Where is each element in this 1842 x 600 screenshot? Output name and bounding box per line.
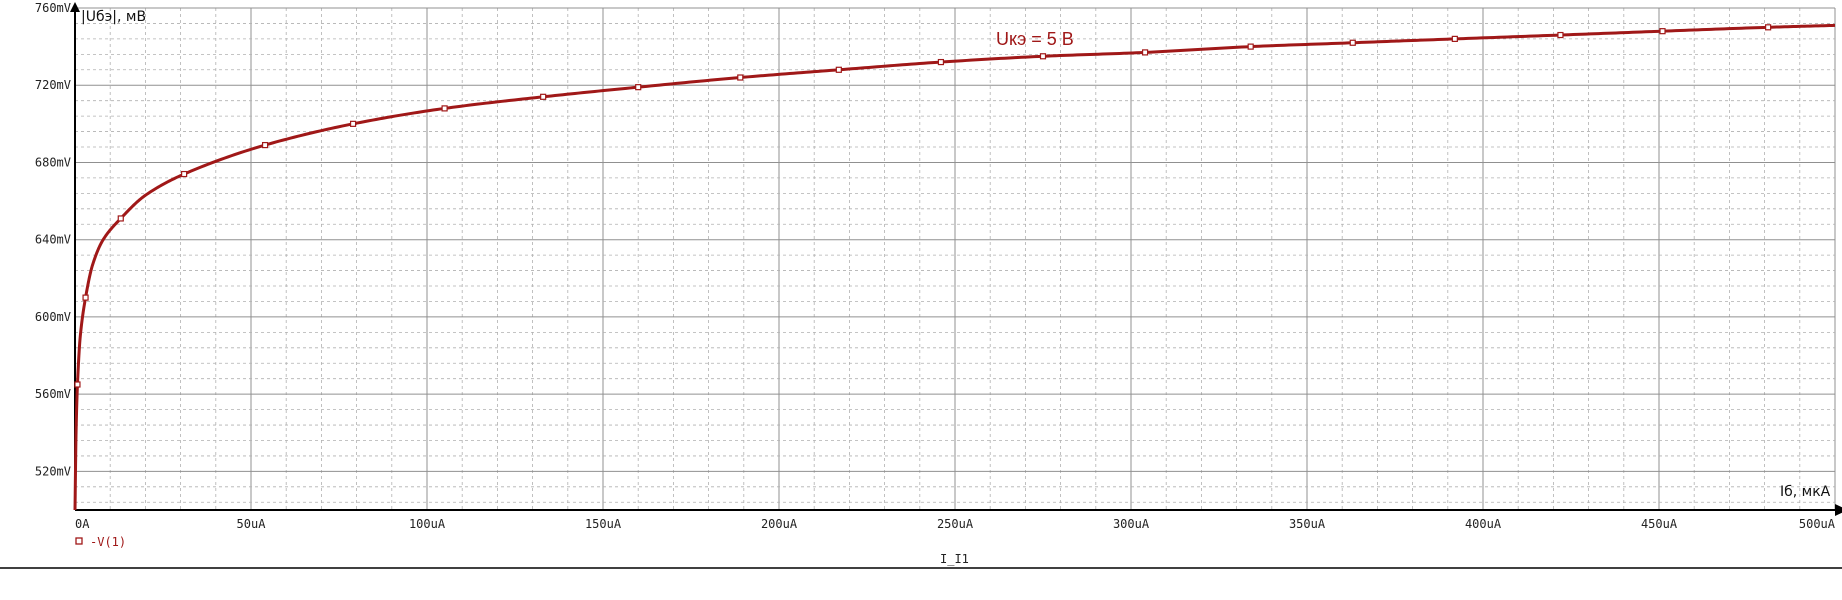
legend-square-marker-icon [75, 537, 83, 545]
legend: -V(1) [75, 535, 126, 549]
x-tick-label: 150uA [585, 517, 622, 531]
x-variable-label: I_I1 [940, 552, 969, 566]
tick-labels: 0A 50uA 100uA 150uA 200uA 250uA 300uA 350uA 400u… [35, 1, 1836, 531]
data-point-marker [937, 58, 945, 66]
x-tick-label: 50uA [237, 517, 267, 531]
data-point-marker [1451, 35, 1458, 42]
data-point-marker [441, 105, 448, 112]
series [73, 23, 1836, 511]
data-point-marker [1557, 31, 1564, 39]
legend-entry-label: -V(1) [90, 535, 126, 549]
condition-annotation: Uкэ = 5 В [996, 29, 1074, 49]
data-point-marker [82, 294, 89, 301]
y-tick-label: 640mV [35, 233, 71, 247]
data-point-marker [261, 141, 269, 149]
data-point-marker [540, 93, 547, 100]
data-point-marker [74, 381, 81, 388]
x-tick-label: 300uA [1113, 517, 1150, 531]
x-tick-label: 100uA [409, 517, 446, 531]
data-point-marker [1349, 39, 1356, 46]
x-tick-label: 400uA [1465, 517, 1502, 531]
y-axis-arrow-icon [70, 2, 80, 12]
data-point-marker [737, 74, 744, 81]
data-point-marker [835, 66, 842, 73]
data-point-marker [117, 215, 124, 222]
y-tick-label: 720mV [35, 78, 71, 92]
x-tick-label: 350uA [1289, 517, 1326, 531]
data-point-marker [1141, 49, 1149, 56]
data-point-marker [1039, 53, 1047, 60]
x-tick-label: 0A [75, 517, 90, 531]
axes [0, 2, 1842, 569]
data-point-marker [635, 84, 642, 91]
x-tick-label: 500uA [1799, 517, 1836, 531]
x-tick-label: 450uA [1641, 517, 1678, 531]
y-axis-title: |Uбэ|, мВ [81, 9, 146, 25]
x-axis-title: Iб, мкА [1780, 484, 1831, 500]
grid [74, 7, 1836, 510]
data-point-marker [349, 120, 357, 127]
x-axis-arrow-icon [1835, 504, 1842, 516]
data-point-marker [1765, 24, 1772, 31]
x-tick-label: 200uA [761, 517, 798, 531]
data-point-marker [1659, 28, 1666, 35]
x-tick-label: 250uA [937, 517, 974, 531]
y-tick-label: 600mV [35, 310, 71, 324]
y-tick-label: 560mV [35, 387, 71, 401]
y-tick-label: 520mV [35, 464, 71, 478]
y-tick-label: 760mV [35, 1, 71, 15]
data-point-marker [181, 170, 188, 178]
data-point-marker [1247, 43, 1254, 50]
y-tick-label: 680mV [35, 155, 71, 169]
